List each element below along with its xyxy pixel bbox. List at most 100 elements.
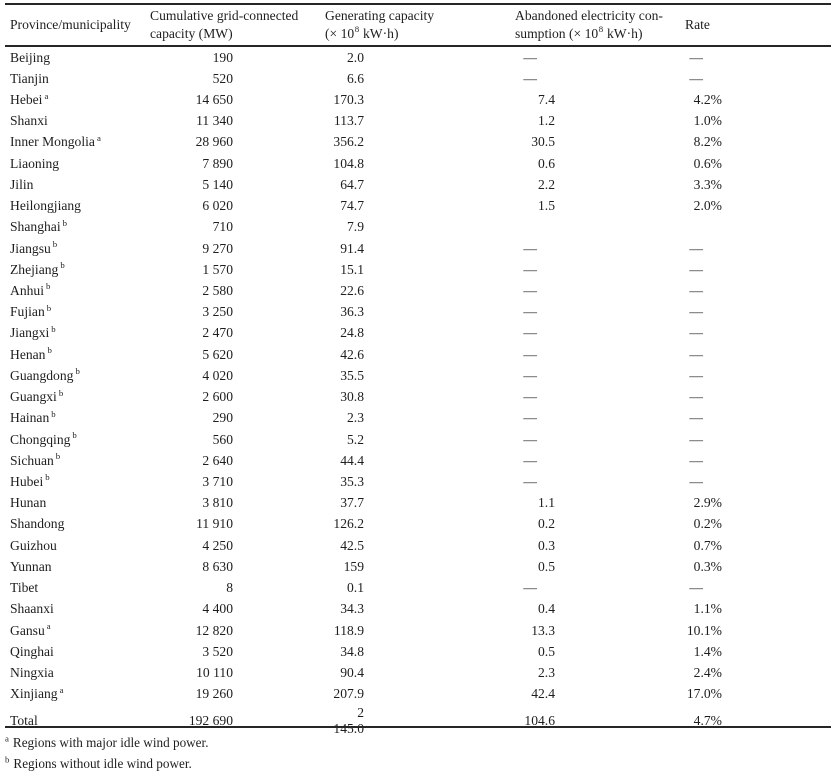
cell-generating-capacity: 2 145.0 (333, 704, 364, 736)
cell-rate: 8.2% (693, 134, 722, 150)
table-row: Henan b 5 620 42.6 — — (0, 344, 834, 365)
cell-rate: 1.0% (693, 113, 722, 129)
cell-generating-capacity: 64.7 (340, 176, 364, 192)
cell-province: Tibet (10, 580, 39, 596)
cell-cumulative-capacity: 4 250 (202, 537, 233, 553)
cell-abandoned-consumption: 0.3 (538, 537, 555, 553)
cell-cumulative-capacity: 11 340 (196, 113, 233, 129)
cell-province: Yunnan (10, 558, 52, 574)
cell-cumulative-capacity: 2 640 (202, 452, 233, 468)
cell-cumulative-capacity: 560 (212, 431, 233, 447)
cell-province: Anhui b (10, 281, 51, 299)
table-row: Jiangxi b 2 470 24.8 — — (0, 323, 834, 344)
cell-generating-capacity: 24.8 (340, 325, 364, 341)
table-row: Fujian b 3 250 36.3 — — (0, 302, 834, 323)
header-abandoned-consumption-line2: sumption (× 108 kW·h) (515, 25, 685, 43)
cell-abandoned-consumption: — (523, 283, 537, 299)
cell-province: Tianjin (10, 70, 49, 86)
cell-province: Liaoning (10, 155, 60, 171)
cell-abandoned-consumption: 0.5 (538, 643, 555, 659)
table-row: Jiangsu b 9 270 91.4 — — (0, 238, 834, 259)
cell-province: Qinghai (10, 643, 54, 659)
cell-abandoned-consumption: 13.3 (531, 622, 555, 638)
cell-rate: 1.4% (693, 643, 722, 659)
cell-generating-capacity: 6.6 (347, 70, 364, 86)
table-row: Guizhou 4 250 42.5 0.3 0.7% (0, 535, 834, 556)
cell-province: Jilin (10, 176, 34, 192)
cell-cumulative-capacity: 192 690 (188, 712, 233, 728)
cell-abandoned-consumption: 1.2 (538, 113, 555, 129)
cell-abandoned-consumption: 104.6 (524, 712, 555, 728)
cell-generating-capacity: 159 (343, 558, 364, 574)
cell-generating-capacity: 170.3 (333, 92, 364, 108)
province-footnote-marker: b (55, 451, 61, 462)
table-top-rule (5, 3, 831, 5)
cell-province: Jiangsu b (10, 239, 58, 256)
footnote-a-text: Regions with major idle wind power. (12, 735, 209, 750)
cell-abandoned-consumption: 30.5 (531, 134, 555, 150)
header-abandoned-consumption: Abandoned electricity con- sumption (× 1… (515, 5, 685, 45)
footnote-b-text: Regions without idle wind power. (13, 756, 192, 771)
footnote-a-marker: a (5, 733, 9, 744)
cell-rate: — (689, 325, 703, 341)
table-row: Zhejiang b 1 570 15.1 — — (0, 259, 834, 280)
table-row: Guangdong b 4 020 35.5 — — (0, 365, 834, 386)
cell-generating-capacity: 34.3 (340, 601, 364, 617)
footnote-b-marker: b (5, 754, 10, 765)
province-footnote-marker: b (46, 302, 52, 313)
header-rate: Rate (685, 5, 834, 45)
cell-cumulative-capacity: 290 (212, 410, 233, 426)
cell-cumulative-capacity: 2 470 (202, 325, 233, 341)
cell-rate: — (689, 580, 703, 596)
cell-generating-capacity: 34.8 (340, 643, 364, 659)
table-row: Heilongjiang 6 020 74.7 1.5 2.0% (0, 196, 834, 217)
cell-generating-capacity: 126.2 (333, 516, 364, 532)
cell-province: Beijing (10, 49, 51, 65)
cell-abandoned-consumption: — (523, 452, 537, 468)
cell-cumulative-capacity: 4 400 (202, 601, 233, 617)
header-cumulative-capacity-line2: capacity (MW) (150, 26, 233, 41)
cell-cumulative-capacity: 12 820 (195, 622, 233, 638)
header-cumulative-capacity-line1: Cumulative grid-connected (150, 7, 299, 23)
cell-rate: 17.0% (686, 686, 722, 702)
header-cumulative-capacity: Cumulative grid-connected capacity (MW) (150, 5, 325, 45)
cell-rate: 10.1% (686, 622, 722, 638)
cell-generating-capacity: 0.1 (347, 580, 364, 596)
header-generating-capacity-line1: Generating capacity (325, 7, 435, 23)
cell-province: Sichuan b (10, 451, 61, 468)
table-row: Shanghai b 710 7.9 (0, 217, 834, 238)
cell-abandoned-consumption: 2.2 (538, 176, 555, 192)
header-unit-suffix: kW·h) (359, 26, 399, 41)
table-row: Chongqing b 560 5.2 — — (0, 429, 834, 450)
cell-rate: — (689, 473, 703, 489)
cell-abandoned-consumption: — (523, 70, 537, 86)
header-unit-prefix: sumption (× 10 (515, 26, 599, 41)
cell-province: Hainan b (10, 408, 56, 426)
province-footnote-marker: b (47, 345, 52, 356)
cell-rate: 1.1% (693, 601, 722, 617)
cell-generating-capacity: 356.2 (333, 134, 364, 150)
cell-abandoned-consumption: 7.4 (538, 92, 555, 108)
cell-abandoned-consumption: 0.2 (538, 516, 555, 532)
footnote-b: b Regions without idle wind power. (5, 754, 209, 777)
cell-cumulative-capacity: 3 810 (202, 495, 233, 511)
cell-generating-capacity: 7.9 (347, 219, 364, 235)
cell-rate: — (689, 70, 703, 86)
cell-cumulative-capacity: 9 270 (202, 240, 233, 256)
table-row: Inner Mongolia a 28 960 356.2 30.5 8.2% (0, 132, 834, 153)
cell-generating-capacity: 207.9 (333, 686, 364, 702)
cell-rate: 0.3% (693, 558, 722, 574)
province-footnote-marker: b (52, 239, 58, 250)
header-generating-capacity-line2: (× 108 kW·h) (325, 25, 515, 43)
cell-province: Inner Mongolia a (10, 132, 101, 150)
cell-province: Gansu a (10, 620, 51, 638)
province-footnote-marker: a (46, 620, 51, 631)
header-unit-suffix: kW·h) (603, 26, 643, 41)
cell-province: Shanghai b (10, 217, 67, 235)
province-footnote-marker: b (72, 430, 77, 441)
cell-generating-capacity: 104.8 (333, 155, 364, 171)
table-header-rule (5, 45, 831, 47)
cell-cumulative-capacity: 28 960 (195, 134, 233, 150)
cell-generating-capacity: 91.4 (340, 240, 364, 256)
cell-province: Fujian b (10, 302, 52, 320)
